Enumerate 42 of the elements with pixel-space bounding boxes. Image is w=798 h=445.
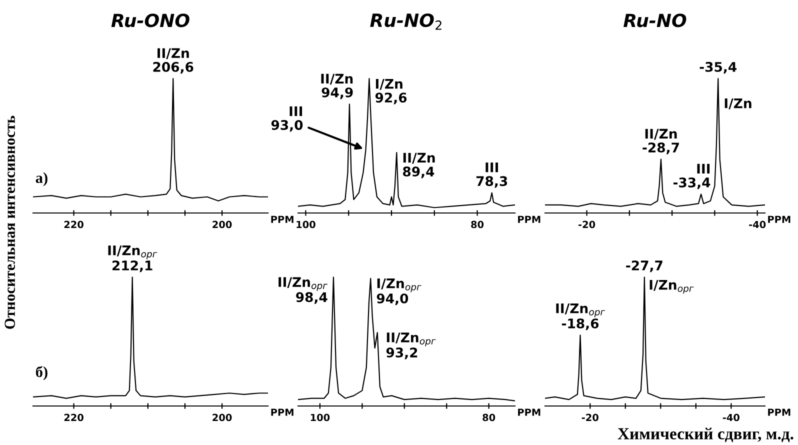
- chart-title: Ru-ONO: [111, 14, 190, 28]
- x-axis-title: PPM: [518, 408, 540, 416]
- x-tick-label: -40: [749, 220, 766, 228]
- x-tick-label: 100: [310, 414, 330, 422]
- chart-title: Ru-NO$_{2}$: [370, 13, 442, 30]
- annotation: I/Zn 92,6: [375, 79, 407, 104]
- x-tick-label: -20: [582, 414, 598, 422]
- x-tick-label: 220: [64, 220, 84, 228]
- x-axis-title: PPM: [768, 408, 790, 416]
- annotation: III 78,3: [476, 162, 508, 188]
- annotation: I/Zn$_{орг}$ 94,0: [376, 278, 422, 306]
- annotation: II/Zn$_{орг}$ -18,6: [556, 304, 606, 330]
- x-tick-label: 100: [296, 220, 316, 228]
- annotation: II/Zn 89,4: [403, 152, 435, 178]
- annotation: II/Zn$_{орг}$ 212,1: [108, 246, 158, 272]
- x-axis-title: PPM: [271, 216, 294, 223]
- text: Химический сдвиг, м.д.: [618, 428, 794, 442]
- x-tick-label: 220: [64, 414, 84, 422]
- annotation: II/Zn$_{орг}$ 93,2: [386, 332, 436, 360]
- x-axis-title: PPM: [518, 216, 540, 223]
- x-tick-label: -40: [722, 414, 740, 422]
- annotation: I/Zn$_{орг}$: [650, 280, 694, 294]
- annotation: а): [36, 172, 48, 186]
- annotation: II/Zn -28,7: [642, 128, 679, 154]
- x-axis-title: PPM: [768, 216, 790, 223]
- annotation: -27,7: [626, 260, 662, 272]
- annotation: III 93,0: [271, 106, 303, 132]
- x-tick-label: 200: [212, 220, 232, 228]
- annotation: II/Zn 206,6: [153, 48, 194, 74]
- annotation: -35,4: [700, 62, 737, 74]
- annotation: б): [36, 366, 48, 380]
- x-tick-label: 80: [471, 220, 484, 228]
- x-tick-label: 80: [482, 414, 496, 422]
- y-axis-title: Относительная интенсивность: [4, 116, 15, 329]
- annotation: II/Zn$_{орг}$ 98,4: [278, 277, 328, 304]
- annotation: III -33,4: [673, 164, 710, 190]
- chart-title: Ru-NO: [624, 14, 686, 28]
- x-tick-label: 200: [212, 414, 232, 422]
- x-tick-label: -20: [578, 220, 596, 228]
- annotation: I/Zn: [724, 98, 752, 110]
- annotation: II/Zn 94,9: [321, 74, 353, 100]
- x-axis-title: PPM: [271, 408, 294, 416]
